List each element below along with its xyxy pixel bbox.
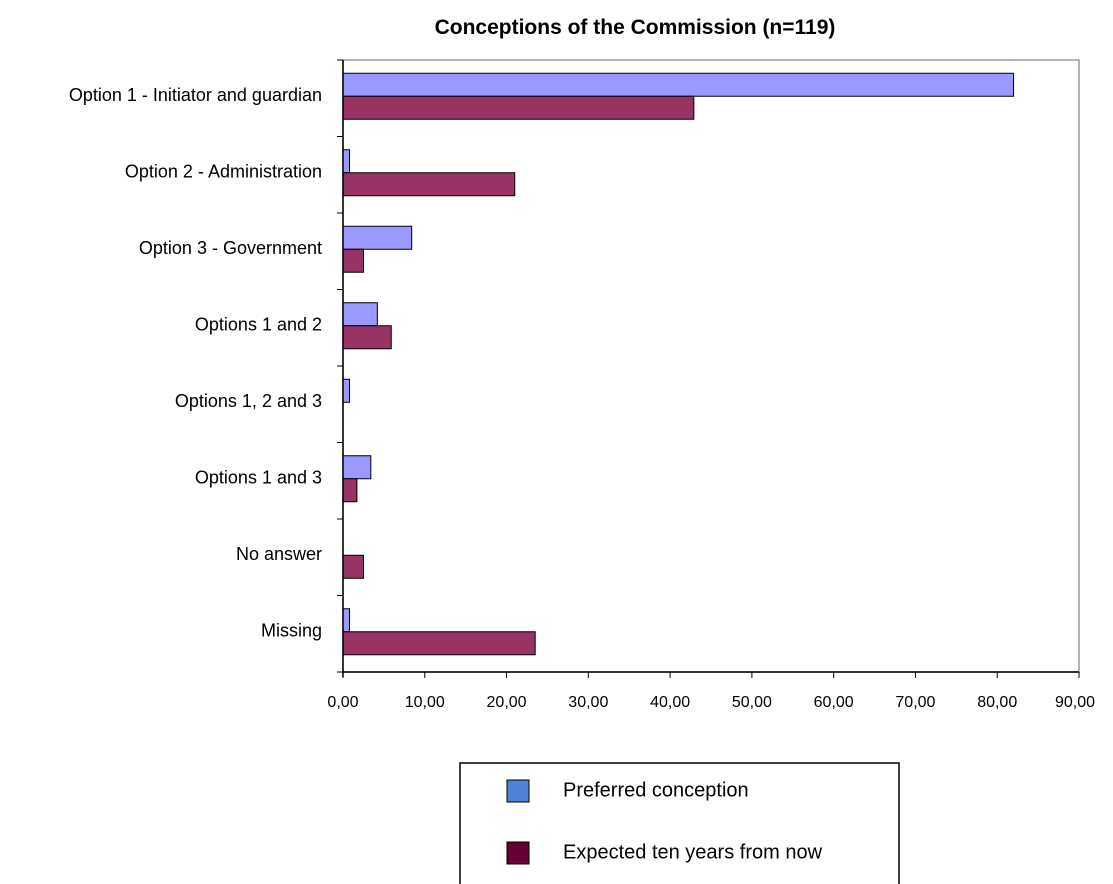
bar-preferred bbox=[342, 608, 351, 633]
bar-preferred bbox=[342, 72, 1015, 97]
category-label: Option 3 - Government bbox=[139, 238, 322, 258]
bar-expected bbox=[342, 631, 536, 656]
x-tick-label: 80,00 bbox=[977, 694, 1017, 711]
legend-swatch bbox=[506, 841, 530, 865]
axes-layer: Option 1 - Initiator and guardian Option … bbox=[69, 59, 1095, 711]
x-tick-label: 30,00 bbox=[568, 694, 608, 711]
category-label: Options 1, 2 and 3 bbox=[175, 391, 322, 411]
legend-label: Expected ten years from now bbox=[563, 841, 823, 863]
category-label: Options 1 and 3 bbox=[195, 468, 322, 488]
category-label: Missing bbox=[261, 621, 322, 641]
bar-expected bbox=[342, 554, 364, 579]
category-label: Options 1 and 2 bbox=[195, 315, 322, 335]
x-tick-label: 40,00 bbox=[650, 694, 690, 711]
bar-expected bbox=[342, 325, 392, 350]
bar-preferred bbox=[342, 455, 372, 480]
x-tick-label: 90,00 bbox=[1055, 694, 1095, 711]
category-label: No answer bbox=[236, 544, 322, 564]
bar-expected bbox=[342, 478, 358, 503]
x-tick-label: 10,00 bbox=[405, 694, 445, 711]
bar-preferred bbox=[342, 149, 351, 174]
x-tick-label: 0,00 bbox=[327, 694, 358, 711]
plot-area-frame bbox=[342, 59, 1080, 673]
bars-layer bbox=[342, 72, 1015, 656]
x-tick-label: 20,00 bbox=[487, 694, 527, 711]
bar-expected bbox=[342, 172, 516, 197]
bar-expected bbox=[342, 95, 695, 120]
category-label: Option 1 - Initiator and guardian bbox=[69, 85, 322, 105]
x-tick-label: 70,00 bbox=[895, 694, 935, 711]
legend-box bbox=[459, 762, 900, 884]
bar-preferred bbox=[342, 225, 413, 250]
legend-label: Preferred conception bbox=[563, 779, 749, 801]
bar-preferred bbox=[342, 378, 351, 403]
legend: Preferred conception Expected ten years f… bbox=[459, 762, 900, 884]
chart-title: Conceptions of the Commission (n=119) bbox=[435, 16, 836, 39]
x-tick-label: 50,00 bbox=[732, 694, 772, 711]
category-label: Option 2 - Administration bbox=[125, 162, 322, 182]
x-tick-label: 60,00 bbox=[814, 694, 854, 711]
legend-swatch bbox=[506, 779, 530, 803]
bar-expected bbox=[342, 248, 364, 273]
bar-preferred bbox=[342, 302, 378, 327]
